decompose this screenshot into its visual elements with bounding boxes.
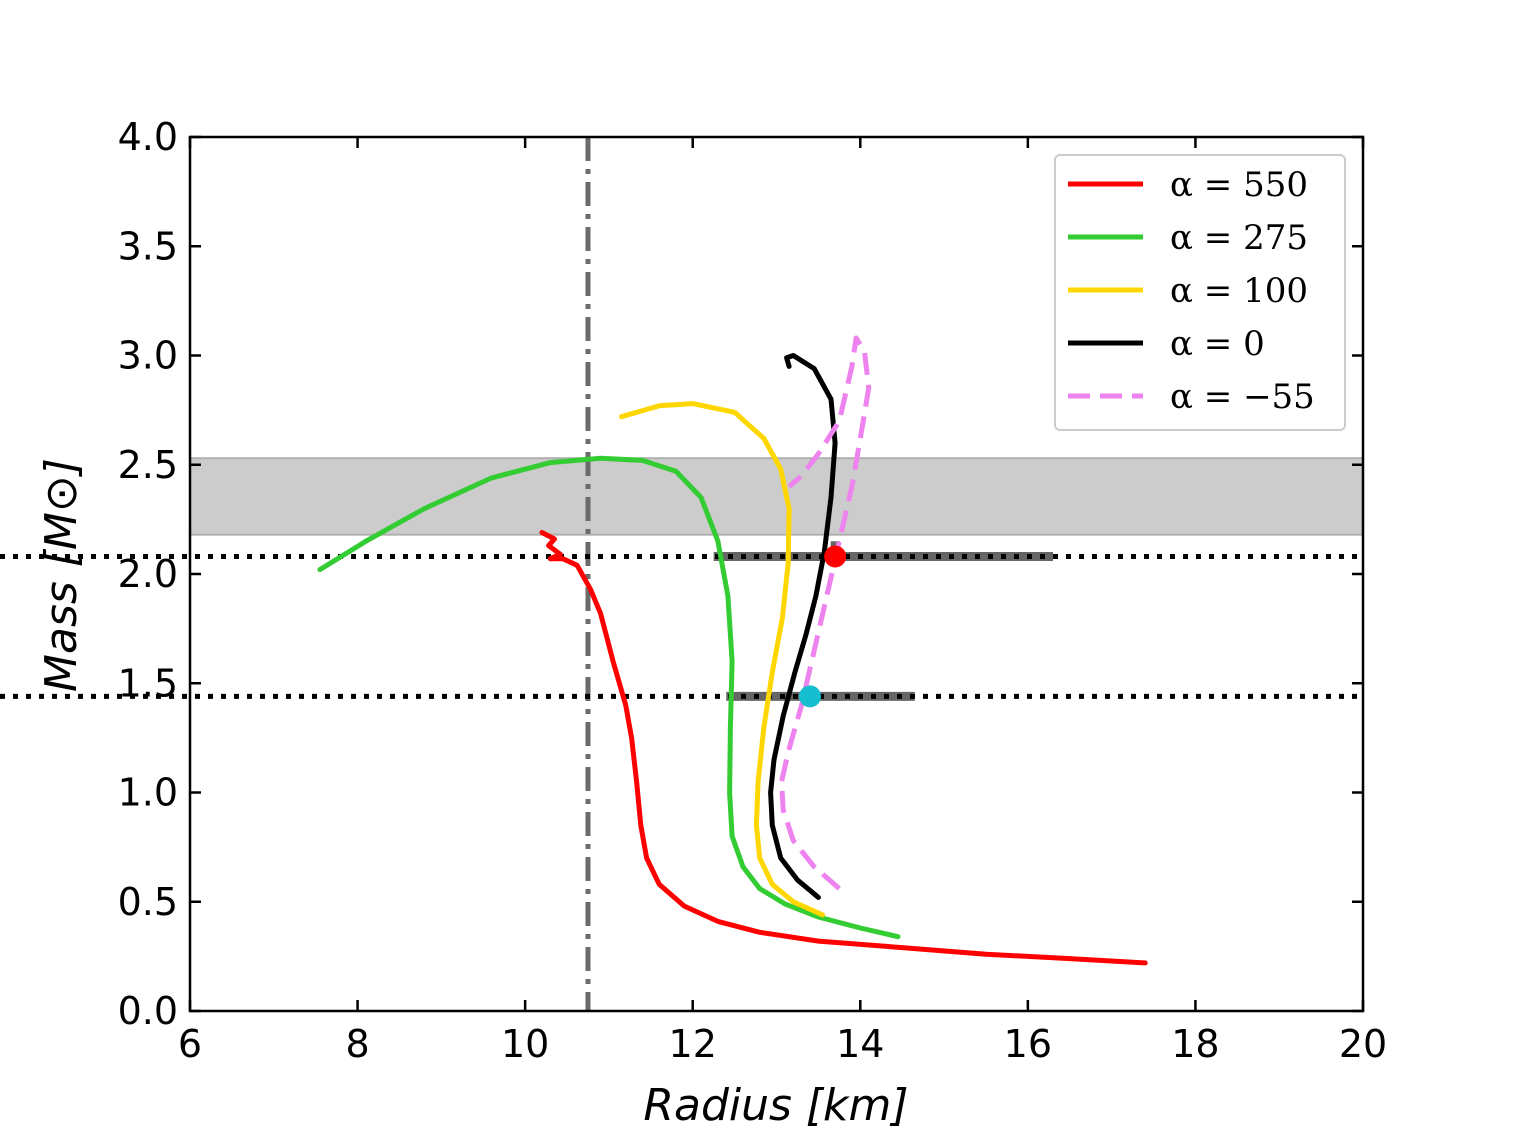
x-tick-label-0: 6 (178, 1022, 202, 1066)
mass-band (189, 457, 1364, 536)
legend-label-2: α = 100 (1170, 271, 1308, 311)
marker-layer (799, 545, 847, 708)
series-line-3 (768, 353, 838, 900)
y-tick-label-8: 4.0 (118, 115, 178, 159)
legend-label-3: α = 0 (1170, 324, 1265, 364)
y-tick-label-7: 3.5 (118, 224, 178, 268)
y-tick-label-5: 2.5 (118, 443, 178, 487)
legend-label-0: α = 550 (1170, 165, 1308, 205)
marker-point-1 (799, 685, 822, 708)
x-tick-label-4: 14 (836, 1022, 884, 1066)
marker-point-0 (824, 545, 847, 568)
series-line-4 (779, 335, 872, 891)
y-tick-label-6: 3.0 (118, 334, 178, 378)
x-tick-label-2: 10 (501, 1022, 549, 1066)
series-line-2 (619, 401, 826, 918)
y-axis-label: Mass [M⊙] (36, 458, 87, 692)
y-tick-label-0: 0.0 (118, 989, 178, 1033)
x-axis-label: Radius [km] (643, 1080, 908, 1131)
axes-layer: 6 8 10 12 14 16 18 20 0.0 0.5 1.0 1.5 2.0 2.5 3.0 3.5 4.… (118, 115, 1388, 1066)
series-layer (317, 335, 1148, 966)
legend-label-4: α = −55 (1170, 377, 1315, 417)
y-tick-label-4: 2.0 (118, 552, 178, 596)
legend-label-1: α = 275 (1170, 218, 1308, 258)
y-tick-label-2: 1.0 (118, 771, 178, 815)
background-layer (0, 137, 1364, 1011)
x-tick-label-5: 16 (1004, 1022, 1052, 1066)
x-tick-label-3: 12 (669, 1022, 717, 1066)
series-line-0 (539, 530, 1148, 966)
x-tick-label-6: 18 (1171, 1022, 1219, 1066)
x-tick-label-7: 20 (1339, 1022, 1387, 1066)
y-tick-label-1: 0.5 (118, 880, 178, 924)
legend: α = 550 α = 275 α = 100 α = 0 α = −55 (1054, 154, 1346, 431)
y-tick-label-3: 1.5 (118, 661, 178, 705)
x-tick-label-1: 8 (345, 1022, 369, 1066)
legend-frame (1054, 154, 1346, 431)
series-line-1 (317, 455, 901, 940)
